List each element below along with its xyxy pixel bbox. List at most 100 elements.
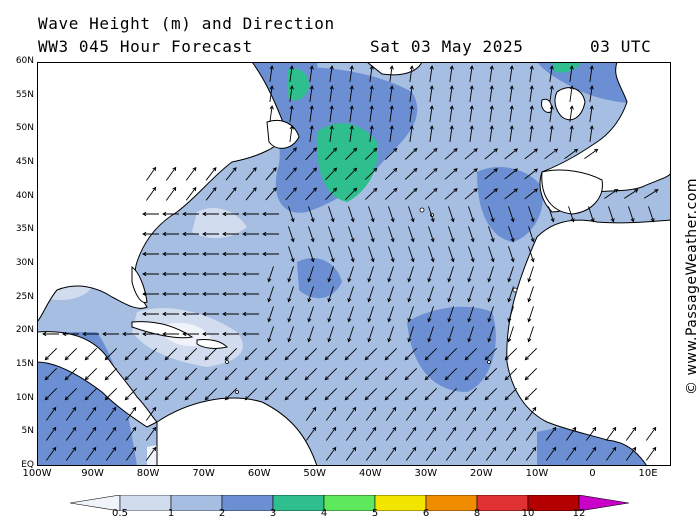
- wave-arrow: [142, 251, 159, 257]
- wave-arrow: [347, 326, 354, 343]
- wave-arrow: [345, 147, 358, 161]
- wave-arrow: [465, 446, 477, 461]
- wave-arrow: [449, 105, 454, 122]
- wave-arrow: [548, 206, 555, 223]
- wave-arrow: [325, 446, 337, 461]
- wave-arrow: [82, 331, 99, 337]
- wave-arrow: [404, 187, 418, 200]
- wave-arrow: [204, 387, 218, 401]
- wave-arrow: [289, 105, 294, 122]
- land-masses: [37, 62, 671, 466]
- wave-arrow: [307, 326, 314, 343]
- wave-arrow: [284, 367, 298, 381]
- wave-arrow: [424, 347, 438, 361]
- wave-arrow: [425, 426, 437, 441]
- wave-arrow: [404, 167, 418, 180]
- lon-label: 0: [589, 468, 596, 479]
- wave-arrow: [85, 406, 97, 421]
- wave-arrow: [509, 105, 514, 122]
- wave-arrow: [84, 347, 98, 361]
- wave-arrow: [565, 446, 577, 461]
- wave-arrow: [384, 347, 398, 361]
- wave-arrow: [369, 85, 374, 102]
- wave-arrow: [144, 387, 158, 401]
- wave-arrow: [628, 206, 635, 223]
- wave-arrow: [305, 426, 317, 441]
- wave-arrow: [65, 426, 77, 441]
- wave-arrow: [524, 367, 538, 381]
- wave-arrow: [364, 367, 378, 381]
- wave-arrow: [287, 326, 294, 343]
- wave-arrow: [328, 226, 335, 243]
- wave-arrow: [449, 65, 454, 82]
- wave-arrow: [265, 167, 277, 181]
- wave-arrow: [449, 125, 454, 142]
- lat-label: 35N: [15, 224, 34, 235]
- wave-arrow: [329, 105, 334, 122]
- wave-arrow: [222, 271, 239, 277]
- wave-arrow: [264, 347, 278, 361]
- wave-arrow: [242, 251, 259, 257]
- lat-label: 50N: [15, 123, 34, 134]
- wave-arrow: [368, 206, 375, 223]
- wave-arrow: [549, 105, 554, 122]
- wave-arrow: [389, 105, 394, 122]
- lat-label: 20N: [15, 325, 34, 336]
- wave-arrow: [244, 367, 258, 381]
- scale-tick-label: 5: [371, 508, 379, 519]
- lon-label: 10E: [638, 468, 658, 479]
- wave-arrow: [328, 246, 335, 263]
- wave-arrow: [368, 246, 375, 263]
- wave-arrow: [384, 387, 398, 401]
- wave-arrow: [162, 251, 179, 257]
- wave-arrow: [465, 406, 477, 421]
- wave-arrow: [408, 206, 415, 223]
- scale-tick-label: 12: [572, 508, 586, 519]
- wave-arrow: [222, 211, 239, 217]
- wave-arrow: [349, 125, 354, 142]
- wave-arrow: [142, 211, 159, 217]
- wave-arrow: [244, 347, 258, 361]
- wave-arrow: [429, 85, 434, 102]
- wave-arrow: [164, 367, 178, 381]
- wave-arrow: [344, 347, 358, 361]
- scale-tick-label: 8: [473, 508, 481, 519]
- wave-arrow: [448, 206, 455, 223]
- wave-arrow: [348, 226, 355, 243]
- wave-arrow: [645, 446, 657, 461]
- wave-arrow: [122, 331, 139, 337]
- wave-arrow: [445, 446, 457, 461]
- wave-arrow: [404, 347, 418, 361]
- wave-arrow: [289, 125, 294, 142]
- wave-arrow: [285, 187, 297, 201]
- wave-arrow: [305, 147, 318, 161]
- lat-label: 45N: [15, 157, 34, 167]
- wave-arrow: [604, 188, 619, 199]
- wave-arrow: [165, 186, 177, 201]
- wave-arrow: [407, 286, 414, 303]
- wave-arrow: [162, 291, 179, 297]
- wave-arrow: [527, 286, 534, 303]
- lon-label: 90W: [81, 468, 104, 479]
- wave-arrow: [104, 367, 118, 381]
- wave-arrow: [488, 226, 495, 243]
- wave-arrow: [389, 65, 394, 82]
- wave-arrow: [162, 331, 179, 337]
- wave-arrow: [142, 311, 159, 317]
- wave-arrow: [245, 187, 257, 201]
- wave-arrow: [288, 226, 295, 243]
- wave-arrow: [225, 167, 237, 181]
- wave-arrow: [364, 147, 378, 160]
- scale-tick-label: 10: [521, 508, 535, 519]
- lon-label: 50W: [303, 468, 327, 479]
- wave-arrow: [448, 226, 455, 243]
- wave-arrow: [349, 105, 354, 122]
- wave-arrow: [387, 286, 394, 303]
- wave-arrow: [525, 446, 537, 461]
- wave-arrow: [367, 286, 374, 303]
- wave-arrow: [329, 125, 334, 142]
- wave-arrow: [304, 387, 318, 401]
- scale-tick-label: 3: [269, 508, 277, 519]
- wave-arrow: [185, 186, 197, 201]
- wave-arrow: [524, 347, 538, 361]
